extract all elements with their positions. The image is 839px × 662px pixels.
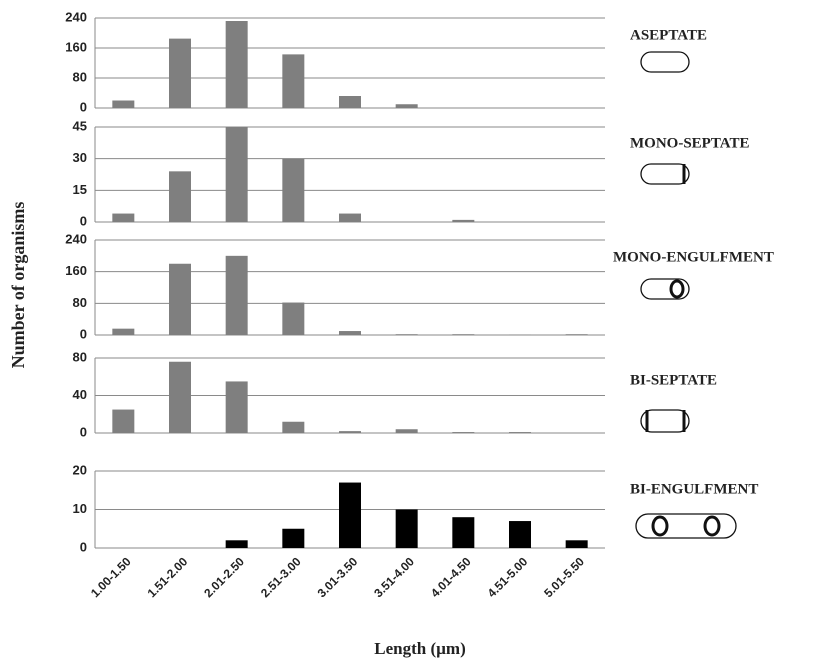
y-tick-label: 20 [73,462,87,477]
y-tick-label: 10 [73,501,87,516]
bar [452,334,474,335]
x-tick-label: 3.01-3.50 [315,554,361,600]
bar [566,540,588,548]
bar [339,483,361,548]
bar [282,529,304,548]
bar [452,432,474,433]
bar [282,303,304,335]
bar [169,362,191,433]
bar [169,39,191,108]
bar [169,171,191,222]
bar [112,329,134,335]
bar [282,54,304,108]
bar [396,334,418,335]
y-axis-label: Number of organisms [8,202,28,369]
panel-title: BI-SEPTATE [630,372,717,388]
bar [396,429,418,433]
bar [339,214,361,222]
x-tick-label: 5.01-5.50 [541,554,587,600]
y-tick-label: 0 [80,99,87,114]
bar [282,159,304,222]
y-tick-label: 160 [65,39,87,54]
y-tick-label: 15 [73,182,87,197]
bar [339,431,361,433]
y-tick-label: 30 [73,150,87,165]
bar [169,264,191,335]
bar [452,220,474,222]
y-tick-label: 0 [80,424,87,439]
x-tick-label: 3.51-4.00 [371,554,417,600]
bar [226,21,248,108]
panel-title: ASEPTATE [630,27,707,43]
icon-mono-septate [641,164,689,184]
y-tick-label: 160 [65,263,87,278]
bar [339,96,361,108]
x-axis-label: Length (µm) [374,639,465,658]
bar [112,214,134,222]
y-tick-label: 80 [73,295,87,310]
bar [282,422,304,433]
icon-bi-engulfment [636,514,736,538]
bar [509,432,531,433]
y-tick-label: 45 [73,118,87,133]
bar [452,517,474,548]
bar [226,381,248,433]
x-tick-label: 1.00-1.50 [88,554,134,600]
panel-title: BI-ENGULFMENT [630,481,758,497]
bar [396,104,418,108]
x-tick-label: 4.51-5.00 [485,554,531,600]
y-tick-label: 240 [65,231,87,246]
y-tick-label: 40 [73,387,87,402]
panel-title: MONO-ENGULFMENT [613,249,774,265]
icons [636,52,736,538]
x-tick-label: 4.01-4.50 [428,554,474,600]
bar [339,331,361,335]
bar [112,101,134,109]
bar [226,540,248,548]
panel-title: MONO-SEPTATE [630,135,749,151]
icon-forespore [705,517,719,535]
icon-aseptate [641,52,689,72]
y-tick-label: 80 [73,349,87,364]
y-tick-label: 0 [80,326,87,341]
y-tick-label: 0 [80,213,87,228]
y-tick-label: 0 [80,539,87,554]
bar [396,510,418,549]
icon-forespore [653,517,667,535]
y-tick-label: 240 [65,9,87,24]
bar [509,521,531,548]
x-tick-label: 1.51-2.00 [145,554,191,600]
bar [566,334,588,335]
bar [112,410,134,433]
icon-forespore [671,281,683,297]
y-tick-label: 80 [73,69,87,84]
bar [226,127,248,222]
bar [226,256,248,335]
x-tick-label: 2.51-3.00 [258,554,304,600]
x-tick-label: 2.01-2.50 [201,554,247,600]
chart: Length (µm) Number of organisms 0 80 160 24… [0,0,839,662]
